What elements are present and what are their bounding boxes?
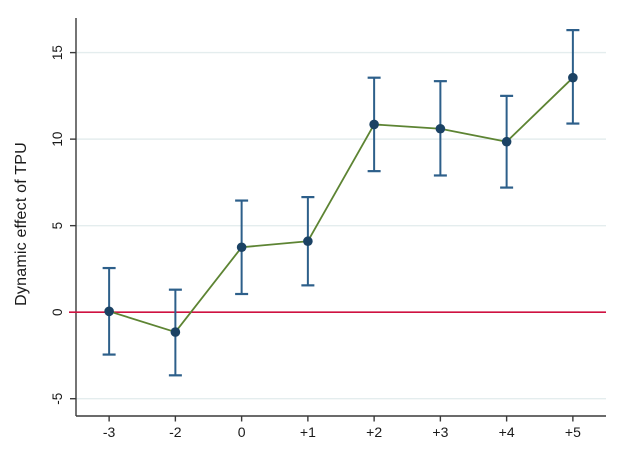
data-point-marker [501, 136, 512, 147]
y-tick-label: 0 [50, 308, 65, 316]
connector-line [108, 77, 574, 333]
y-axis-title: Dynamic effect of TPU [13, 142, 30, 306]
x-tick-label: +3 [432, 424, 448, 440]
data-point-marker [435, 123, 446, 134]
y-tick-label: 5 [50, 222, 65, 230]
data-point-marker [303, 236, 313, 247]
data-point-marker [104, 306, 114, 317]
y-tick-label: 15 [50, 45, 65, 60]
data-point-marker [369, 119, 379, 130]
x-tick-label: +2 [366, 424, 382, 440]
y-tick-label: 10 [50, 132, 65, 147]
data-point-marker [236, 242, 247, 253]
x-tick-label: +4 [499, 424, 515, 440]
x-tick-label: +5 [565, 424, 581, 440]
y-tick-label: -5 [50, 393, 65, 405]
x-tick-label: -2 [169, 424, 182, 440]
x-tick-label: -3 [103, 424, 116, 440]
data-point-marker [170, 327, 181, 337]
x-tick-label: 0 [238, 424, 246, 440]
x-tick-label: +1 [300, 424, 316, 440]
data-point-marker [568, 72, 578, 83]
